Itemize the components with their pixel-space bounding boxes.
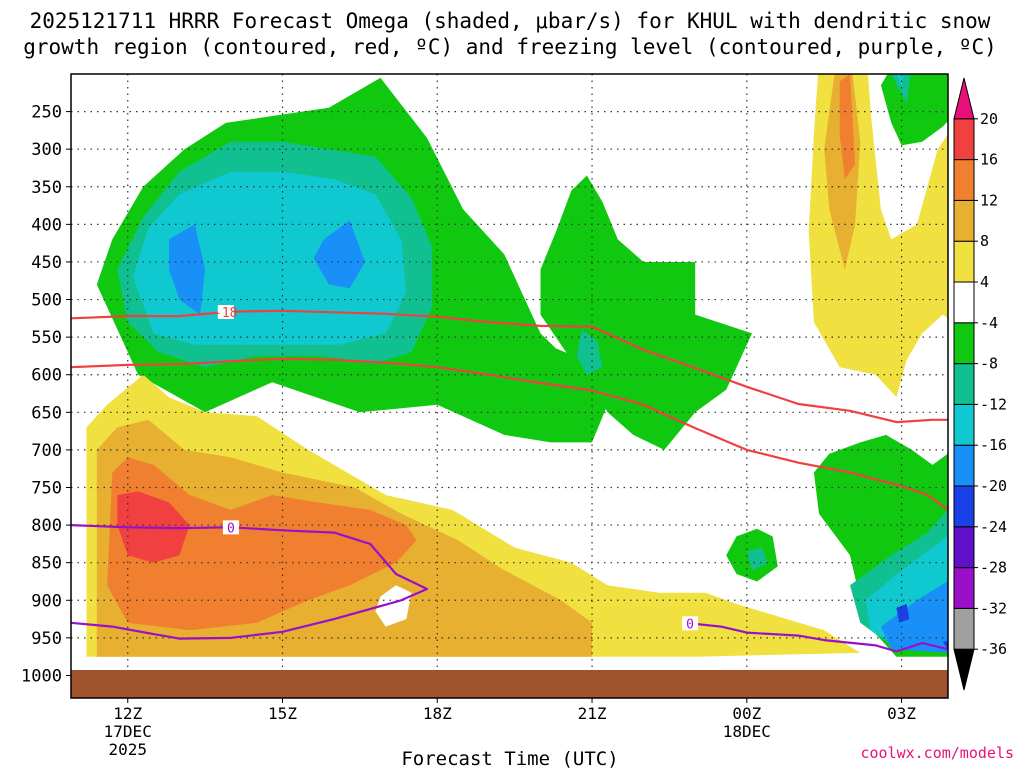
colorbar-label--20: -20 <box>980 477 1007 495</box>
omega-region-4-29 <box>375 585 412 627</box>
omega-region--20-16 <box>896 604 910 623</box>
x-tick-label-03Z: 03Z <box>887 704 916 723</box>
credit-text: coolwx.com/models <box>860 744 1014 762</box>
dendritic-contour-label-bg-0 <box>217 305 234 320</box>
colorbar: -36 -32 -28 -24 -20 -16 -12 -8 -4 4 8 12 16 20 <box>953 77 1007 691</box>
omega-region-16-28 <box>138 502 180 548</box>
colorbar-band-13 <box>953 118 975 161</box>
y-tick-label-450: 450 <box>31 253 62 273</box>
chart-title-line-2: growth region (contoured, red, ºC) and f… <box>23 35 997 59</box>
y-tick-label-300: 300 <box>31 140 62 160</box>
y-tick-label-900: 900 <box>31 591 62 611</box>
omega-region--16-14 <box>313 220 366 289</box>
colorbar-arrow-high <box>953 77 975 120</box>
colorbar-band-6 <box>953 403 975 446</box>
x-tick-date-12Z: 17DEC <box>104 722 152 741</box>
freezing-contour-label-0: 0 <box>227 521 235 536</box>
colorbar-label--36: -36 <box>980 640 1007 658</box>
y-tick-label-800: 800 <box>31 516 62 536</box>
omega-region--12-11 <box>897 74 903 89</box>
colorbar-label-8: 8 <box>980 232 989 250</box>
freezing-contour-label-bg-1 <box>682 616 699 631</box>
omega-region--4-2 <box>880 74 948 146</box>
ground-surface <box>71 670 948 698</box>
colorbar-band-2 <box>953 567 975 609</box>
colorbar-label--12: -12 <box>980 395 1007 413</box>
y-tick-label-750: 750 <box>31 478 62 498</box>
y-tick-label-950: 950 <box>31 629 62 649</box>
colorbar-band-12 <box>953 159 975 201</box>
colorbar-label-20: 20 <box>980 110 998 128</box>
colorbar-label--24: -24 <box>980 518 1007 536</box>
plot-frame <box>70 73 949 699</box>
y-tick-label-500: 500 <box>31 291 62 311</box>
colorbar-label-16: 16 <box>980 151 998 169</box>
x-tick-label-00Z: 00Z <box>732 704 761 723</box>
colorbar-band-11 <box>953 199 975 242</box>
colorbar-band-4 <box>953 485 975 528</box>
y-tick-label-1000: 1000 <box>21 666 62 686</box>
colorbar-band-7 <box>953 363 975 405</box>
colorbar-label--28: -28 <box>980 559 1007 577</box>
freezing-contour-label-1: 0 <box>686 617 694 632</box>
colorbar-label-12: 12 <box>980 191 998 209</box>
x-tick-year-12Z: 2025 <box>108 740 147 759</box>
colorbar-band-1 <box>953 607 975 650</box>
omega-region--8-6 <box>891 74 911 105</box>
y-tick-label-850: 850 <box>31 554 62 574</box>
dendritic-contour-1 <box>71 357 948 511</box>
x-tick-label-15Z: 15Z <box>268 704 297 723</box>
colorbar-band-8 <box>953 322 975 365</box>
omega-region--20-17 <box>942 640 948 650</box>
x-tick-label-12Z: 12Z <box>113 704 142 723</box>
omega-region-12-23 <box>107 457 417 631</box>
colorbar-label--16: -16 <box>980 436 1007 454</box>
colorbar-label-4: 4 <box>980 273 989 291</box>
y-tick-label-250: 250 <box>31 103 62 123</box>
dendritic-contour-label-0: -18 <box>214 306 237 321</box>
x-tick-label-18Z: 18Z <box>423 704 452 723</box>
contour-lines: -18 0 0 <box>71 305 948 653</box>
x-tick-label-21Z: 21Z <box>578 704 607 723</box>
colorbar-band-5 <box>953 444 975 487</box>
y-tick-label-600: 600 <box>31 366 62 386</box>
freezing-contour-1 <box>684 621 948 653</box>
x-tick-date-00Z: 18DEC <box>723 722 771 741</box>
colorbar-label--8: -8 <box>980 355 998 373</box>
y-tick-label-650: 650 <box>31 403 62 423</box>
omega-region--16-13 <box>169 224 206 315</box>
colorbar-band-3 <box>953 526 975 569</box>
y-tick-label-400: 400 <box>31 215 62 235</box>
omega-region--4-1 <box>540 175 752 450</box>
omega-region-12-24 <box>839 74 856 180</box>
omega-region--16-15 <box>880 580 948 653</box>
colorbar-label--4: -4 <box>980 314 998 332</box>
y-tick-label-350: 350 <box>31 178 62 198</box>
freezing-contour-label-bg-0 <box>222 520 239 535</box>
x-axis-label: Forecast Time (UTC) <box>401 748 618 768</box>
colorbar-band-9 <box>953 281 975 324</box>
omega-region--8-9 <box>746 547 768 571</box>
omega-region--8-7 <box>576 329 603 375</box>
colorbar-label--32: -32 <box>980 599 1007 617</box>
y-tick-label-550: 550 <box>31 328 62 348</box>
dendritic-contour-0 <box>71 309 948 424</box>
freezing-contour-0 <box>71 524 429 640</box>
omega-shading <box>86 74 948 657</box>
chart-title-line-1: 2025121711 HRRR Forecast Omega (shaded, … <box>30 9 991 33</box>
colorbar-band-10 <box>953 240 975 283</box>
y-tick-label-700: 700 <box>31 441 62 461</box>
y-axis: 250 300 350 400 450 500 550 600 650 700 750 800 850 9… <box>21 103 71 686</box>
